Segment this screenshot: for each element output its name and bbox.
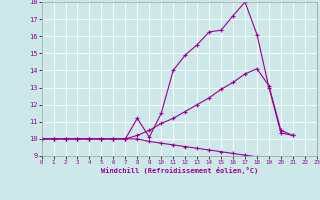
X-axis label: Windchill (Refroidissement éolien,°C): Windchill (Refroidissement éolien,°C) [100,167,258,174]
